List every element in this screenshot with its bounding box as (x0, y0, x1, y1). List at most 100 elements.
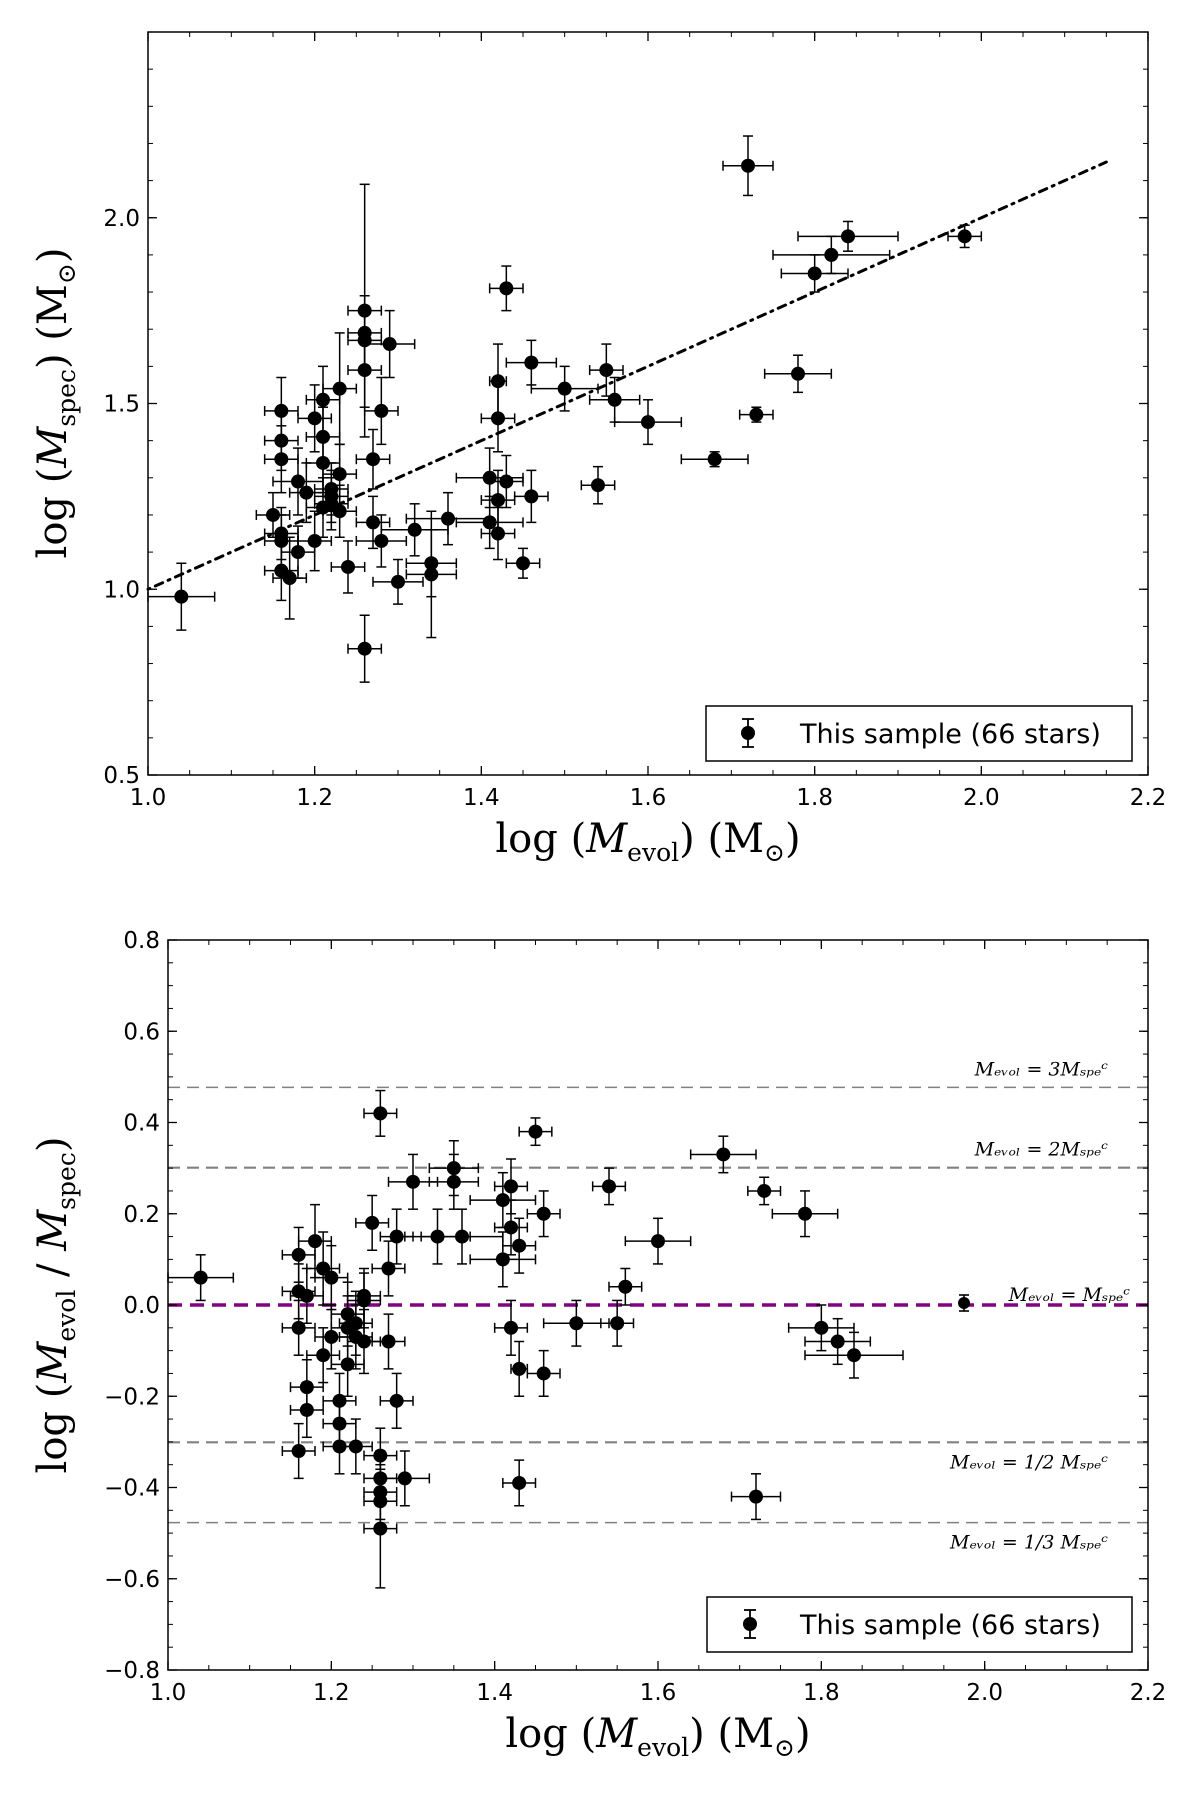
top-marker (307, 533, 322, 548)
bottom-legend-marker (743, 1609, 757, 1639)
top-y-tick-label: 2.0 (103, 206, 140, 232)
bot-marker (610, 1316, 625, 1331)
bottom-data-points (167, 1089, 904, 1589)
bot-data-point (689, 1135, 757, 1174)
top-marker (524, 489, 539, 504)
top-y-tick-label: 1.5 (103, 392, 140, 418)
top-marker (482, 515, 497, 530)
bot-marker (504, 1320, 518, 1335)
bot-data-point (730, 1473, 782, 1521)
top-marker (607, 392, 622, 407)
bot-y-tick-label: −0.8 (104, 1658, 160, 1684)
bot-marker (308, 1234, 322, 1249)
top-legend-box (705, 705, 1133, 762)
top-marker (282, 571, 297, 586)
top-data-point (488, 343, 508, 420)
top-marker (324, 489, 339, 504)
top-data-point (488, 454, 524, 509)
bot-marker (373, 1521, 388, 1536)
top-marker (357, 363, 372, 378)
bot-data-point (804, 1317, 872, 1366)
bot-y-tick-label: −0.4 (104, 1476, 160, 1502)
top-data-point (363, 376, 399, 446)
bot-data-point (787, 1304, 855, 1352)
bot-marker (397, 1471, 412, 1486)
bot-y-tick-label: −0.6 (104, 1567, 160, 1593)
bot-marker (357, 1334, 371, 1349)
bot-data-point (608, 1267, 643, 1306)
bot-marker (373, 1106, 388, 1121)
ref-line-label-0: Mₑᵥₒₗ = 3Mₛₚₑᶜ (974, 1058, 1109, 1080)
bot-marker (389, 1393, 404, 1408)
bot-data-point (355, 1194, 390, 1251)
bottom-x-axis-title: log (Mevol) (M⊙) (505, 1711, 810, 1762)
bot-marker (316, 1348, 331, 1363)
bottom-legend: This sample (66 stars) (706, 1596, 1133, 1653)
bottom-legend-box (706, 1596, 1133, 1653)
bot-data-point (363, 1468, 398, 1589)
top-data-point (613, 399, 683, 446)
bot-x-tick-label: 1.4 (476, 1680, 513, 1706)
top-data-point (505, 547, 541, 579)
bot-marker (757, 1183, 772, 1198)
top-marker (591, 478, 605, 493)
bot-marker (536, 1206, 551, 1221)
bot-data-point (526, 1190, 561, 1238)
top-marker (791, 366, 805, 381)
top-data-point (455, 495, 524, 550)
ref-line-label-3: Mₑᵥₒₗ = 1/2 Mₛₚₑᶜ (949, 1451, 1108, 1473)
top-data-point (322, 443, 358, 505)
top-marker (557, 381, 572, 396)
top-data-point (722, 135, 774, 197)
top-data-point (330, 540, 366, 594)
bot-marker (299, 1402, 314, 1417)
top-axis-ticks: 1.0 1.2 1.4 1.6 1.8 2.0 2.20.51.01.52.0 (103, 31, 1167, 811)
top-marker (374, 533, 389, 548)
top-data-point (772, 235, 891, 275)
top-x-tick-label: 1.2 (296, 785, 333, 811)
top-data-point (263, 410, 299, 472)
top-data-point (780, 254, 849, 293)
top-marker (332, 467, 347, 482)
bot-data-point (502, 1459, 537, 1507)
top-x-tick-label: 1.0 (130, 785, 167, 811)
bot-data-point (469, 1231, 537, 1288)
top-marker (391, 574, 405, 589)
top-data-point (530, 365, 599, 412)
top-y-tick-label: 1.0 (103, 577, 140, 603)
top-data-point (505, 339, 558, 386)
top-legend-marker (741, 718, 755, 748)
bot-marker (357, 1288, 371, 1303)
top-data-point (947, 224, 983, 249)
top-marker (749, 407, 764, 422)
top-data-point (355, 495, 391, 550)
ref-eq-marker-dot (958, 1297, 970, 1309)
top-marker (274, 433, 289, 448)
top-data-point (797, 220, 899, 252)
bot-marker (193, 1270, 208, 1285)
top-marker (291, 474, 305, 489)
bot-data-point (363, 1089, 398, 1137)
bot-marker (618, 1279, 633, 1294)
bot-data-point (747, 1176, 782, 1206)
top-x-tick-label: 1.8 (796, 785, 833, 811)
bot-marker (365, 1215, 380, 1230)
top-marker (841, 229, 855, 244)
bot-marker (455, 1229, 469, 1244)
top-data-point (588, 343, 624, 397)
top-marker (291, 545, 305, 560)
top-data-point (313, 469, 349, 524)
bot-data-point (346, 1308, 382, 1375)
bot-marker (495, 1252, 510, 1267)
top-x-tick-label: 2.2 (1130, 785, 1167, 811)
bottom-y-axis-title: log (Mevol / Mspec) (30, 1137, 81, 1474)
bot-data-point (510, 1340, 529, 1397)
top-x-tick-label: 1.4 (463, 785, 500, 811)
top-marker (341, 559, 355, 574)
top-data-point (297, 510, 333, 572)
bot-marker (814, 1320, 829, 1335)
bot-marker (847, 1348, 861, 1363)
top-data-point (372, 558, 424, 605)
top-marker (174, 589, 189, 604)
bot-y-tick-label: 0.0 (123, 1293, 160, 1319)
